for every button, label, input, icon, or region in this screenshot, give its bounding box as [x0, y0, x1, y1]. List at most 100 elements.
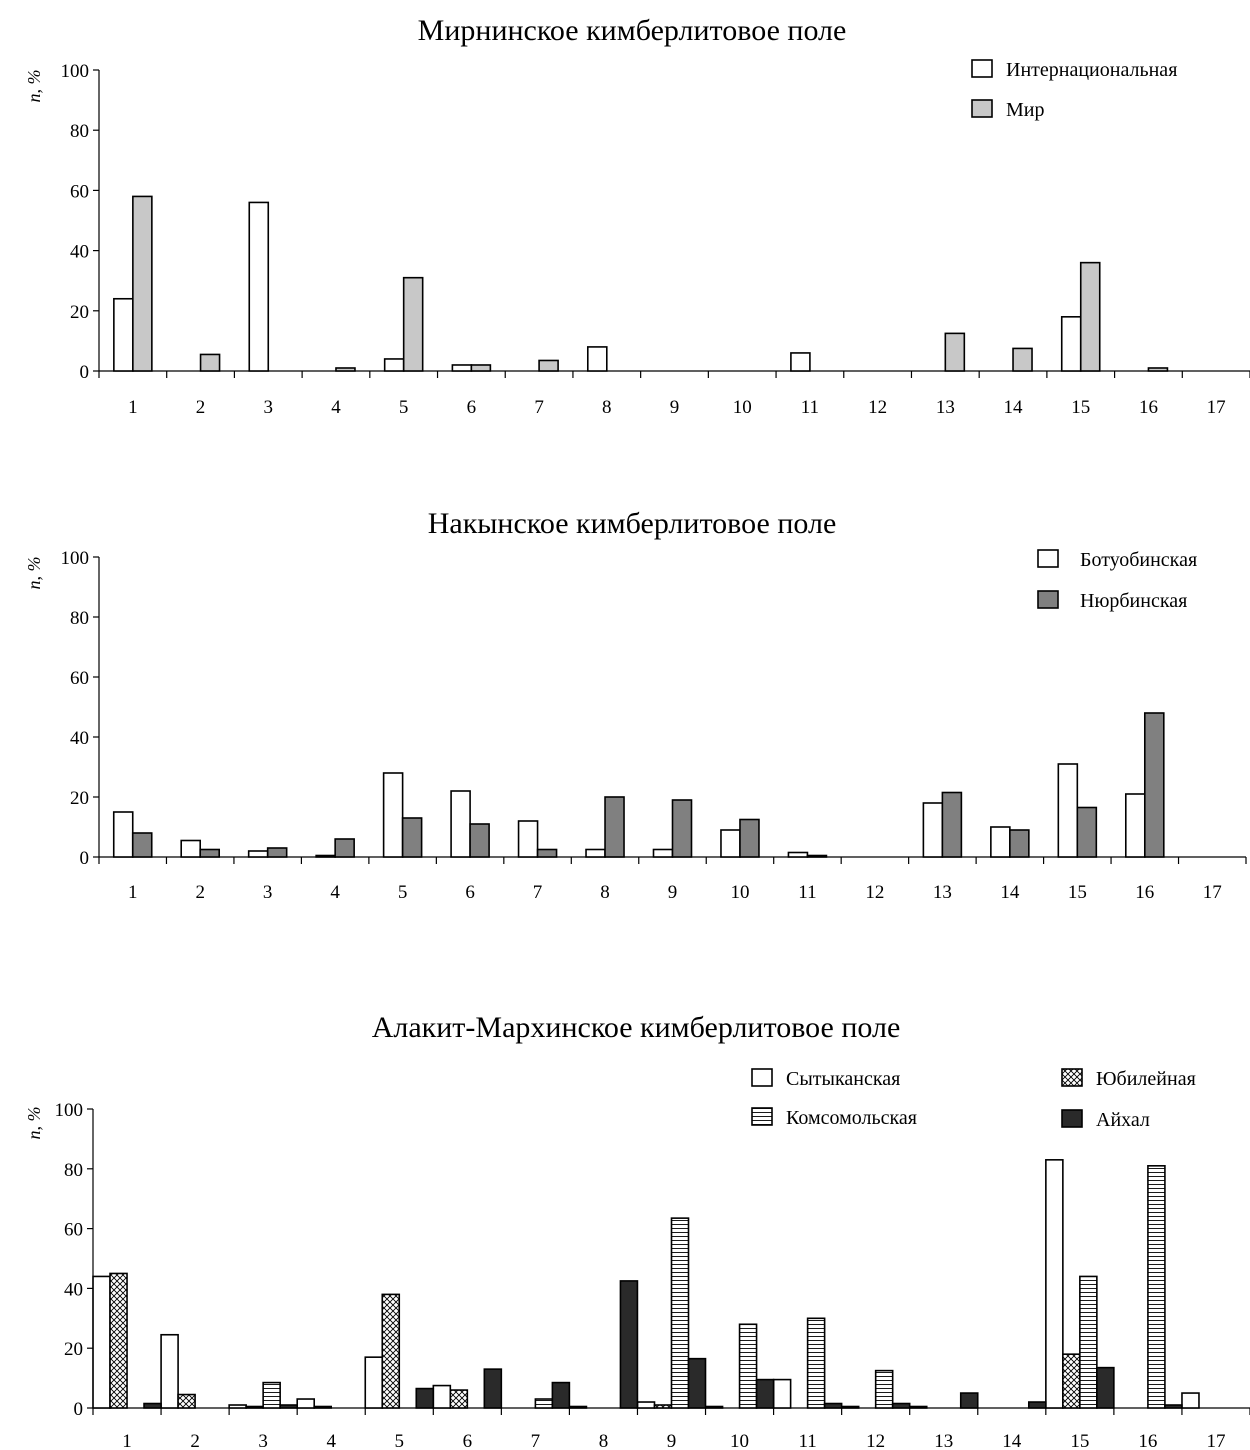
x-tick-label: 14	[1000, 882, 1020, 903]
bar	[652, 848, 674, 858]
y-tick-label: 80	[70, 121, 89, 142]
bar	[720, 829, 741, 858]
bar	[1060, 316, 1082, 372]
bar	[772, 1378, 792, 1409]
x-tick-label: 11	[798, 882, 816, 903]
bar	[1181, 1392, 1200, 1409]
x-tick-label: 8	[599, 1431, 609, 1450]
x-tick-label: 12	[866, 1431, 885, 1450]
y-tick-label: 40	[70, 728, 89, 749]
bar	[891, 1402, 911, 1409]
bar	[755, 1378, 775, 1409]
y-tick-label: 60	[70, 668, 89, 689]
bar	[568, 1405, 588, 1409]
legend-swatch	[1037, 549, 1059, 568]
x-tick-label: 3	[258, 1431, 268, 1450]
legend: Сытыканская Юбилейная Комсомольская Айхал	[751, 1068, 1196, 1131]
bar	[823, 1402, 843, 1409]
legend-label: Нюрбинская	[1080, 590, 1187, 612]
legend-label: Юбилейная	[1096, 1068, 1196, 1090]
bar	[1147, 367, 1169, 372]
bar	[334, 838, 355, 858]
x-tick-label: 12	[868, 397, 887, 418]
bar	[944, 332, 966, 372]
bar	[1147, 1165, 1166, 1409]
x-tick-label: 2	[195, 882, 205, 903]
x-tick-label: 1	[128, 397, 138, 418]
x-tick-label: 13	[936, 397, 955, 418]
y-tick-label: 20	[70, 788, 89, 809]
bar	[1164, 1404, 1183, 1409]
bar	[1045, 1159, 1064, 1409]
y-tick-label: 100	[61, 548, 90, 569]
bar	[959, 1392, 979, 1409]
x-tick-label: 9	[670, 397, 680, 418]
bar	[840, 1405, 860, 1409]
x-tick-label: 1	[128, 882, 138, 903]
bar	[131, 832, 153, 858]
bar	[1057, 763, 1079, 858]
bar	[383, 358, 405, 372]
legend-swatch	[1037, 590, 1059, 609]
x-tick-label: 6	[465, 882, 475, 903]
chart-alakit-markha: Алакит-Мархинское кимберлитовое поле n, …	[24, 1011, 1250, 1450]
x-tick-label: 1	[122, 1431, 132, 1450]
y-tick-label: 60	[64, 1220, 83, 1241]
x-tick-label: 7	[533, 882, 543, 903]
bar	[1124, 793, 1146, 858]
bar	[874, 1369, 894, 1409]
legend-label: Сытыканская	[786, 1068, 900, 1090]
y-tick-label: 0	[80, 848, 90, 869]
x-tick-label: 5	[398, 882, 408, 903]
bar	[670, 1217, 690, 1409]
bar	[313, 1405, 333, 1409]
x-tick-label: 10	[730, 882, 749, 903]
bars	[92, 1159, 1200, 1409]
bar	[517, 820, 539, 858]
bar	[538, 359, 559, 372]
x-tick-label: 11	[798, 1431, 816, 1450]
bar	[132, 195, 153, 372]
bar	[451, 364, 473, 372]
x-tick-label: 7	[534, 397, 544, 418]
x-tick-label: 2	[190, 1431, 200, 1450]
x-tick-label: 17	[1206, 1431, 1225, 1450]
bar	[262, 1381, 281, 1409]
bar	[245, 1405, 264, 1409]
bar	[1079, 261, 1101, 372]
bar	[415, 1387, 435, 1409]
bar	[922, 802, 944, 858]
x-tick-label: 9	[668, 882, 678, 903]
bar	[1062, 1353, 1081, 1409]
bar	[113, 297, 134, 372]
bar	[470, 364, 492, 372]
bar	[248, 201, 270, 372]
bars	[112, 712, 1165, 858]
bar	[266, 847, 288, 858]
x-tick-label: 6	[463, 1431, 473, 1450]
x-tick-label: 17	[1203, 882, 1222, 903]
legend-label: Интернациональная	[1006, 59, 1177, 81]
bar	[534, 1398, 554, 1409]
legend-label: Ботуобинская	[1080, 549, 1197, 571]
chart-nakyn: Накынское кимберлитовое поле n, % 0 20 40 6…	[24, 507, 1247, 903]
x-tick-label: 14	[1004, 397, 1024, 418]
x-tick-label: 7	[531, 1431, 541, 1450]
bar	[143, 1402, 162, 1409]
x-tick-label: 11	[801, 397, 819, 418]
legend-label: Комсомольская	[786, 1107, 917, 1129]
bar	[671, 799, 693, 858]
bar	[636, 1401, 656, 1409]
bar	[908, 1405, 928, 1409]
bar	[401, 817, 423, 858]
bar	[738, 1323, 758, 1409]
bar	[551, 1381, 571, 1409]
x-tick-label: 15	[1070, 1431, 1089, 1450]
x-tick-label: 13	[934, 1431, 953, 1450]
bar	[806, 854, 828, 858]
x-tick-label: 3	[264, 397, 274, 418]
y-axis-label: n, %	[24, 70, 44, 103]
x-tick-label: 4	[330, 882, 340, 903]
bar	[112, 811, 134, 858]
